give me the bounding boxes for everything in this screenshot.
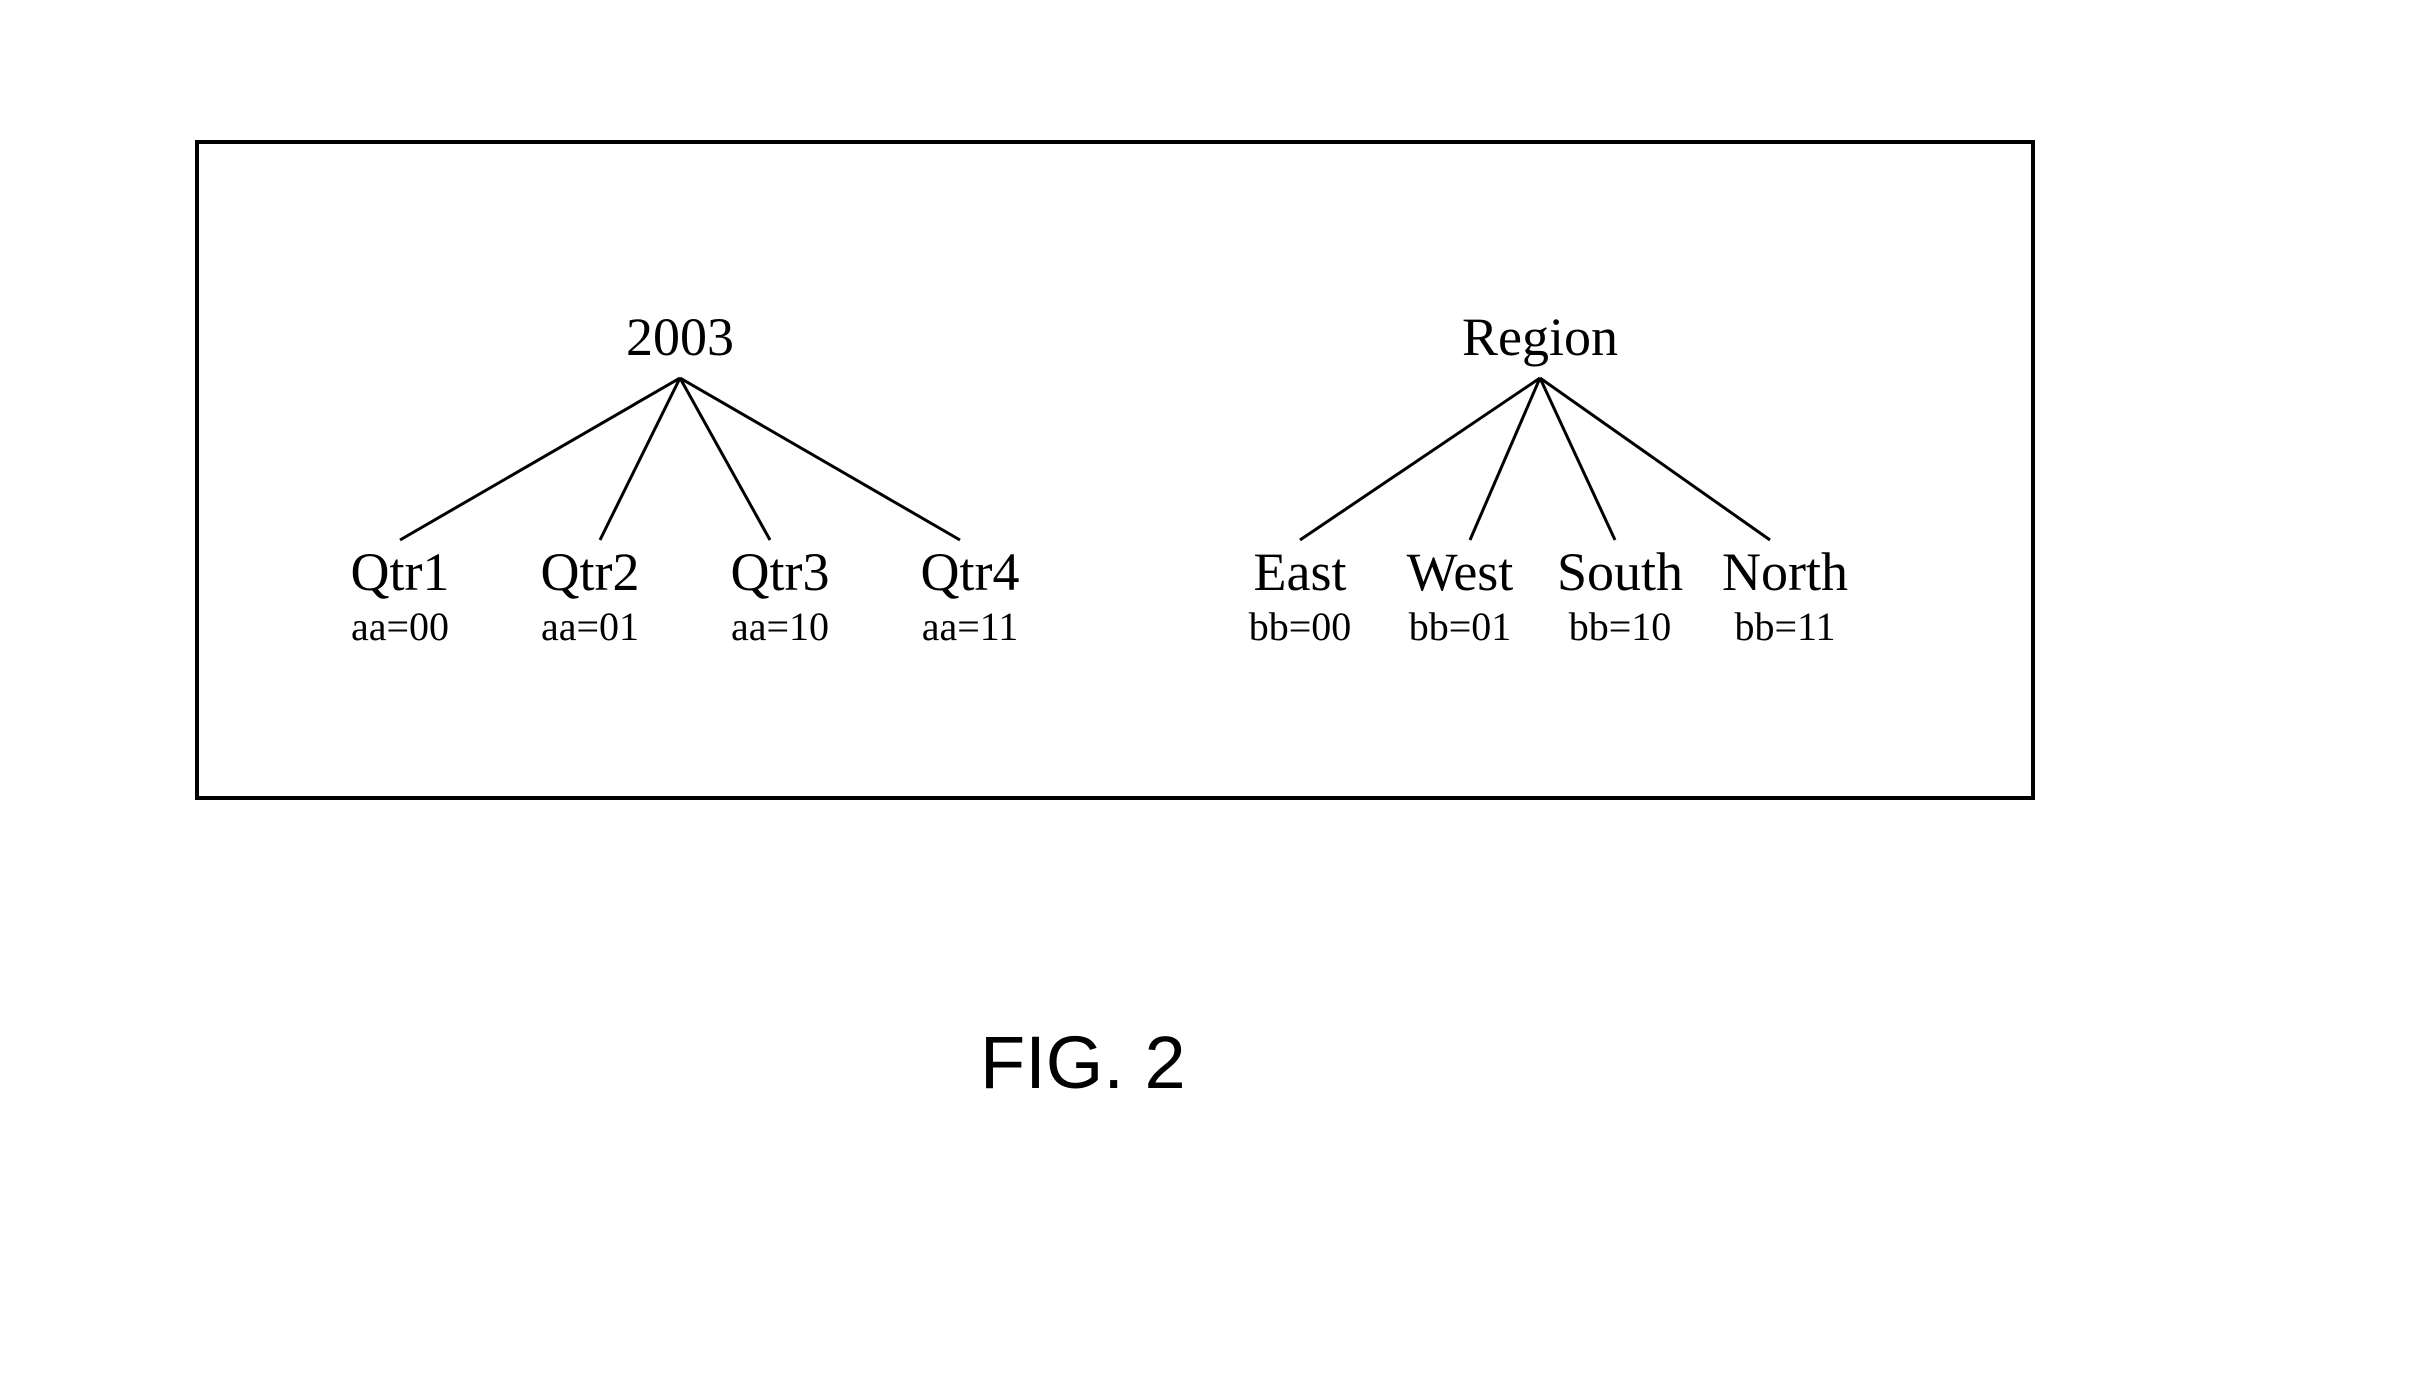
tree-leaf-code: aa=01 [541,604,639,649]
figure-caption: FIG. 2 [980,1020,1186,1105]
tree-leaf-label: Qtr4 [921,542,1020,602]
tree-root-label: Region [1462,307,1618,367]
tree-edge [1540,378,1615,540]
tree-edge [680,378,770,540]
tree-leaf-code: bb=00 [1249,604,1352,649]
tree-leaf-label: North [1722,542,1848,602]
tree-leaf-label: Qtr3 [731,542,830,602]
tree-leaf-label: South [1557,542,1683,602]
tree-edge [1540,378,1770,540]
tree-leaf-label: Qtr2 [541,542,640,602]
tree-leaf-code: bb=11 [1734,604,1835,649]
tree-edge [680,378,960,540]
tree-edge [400,378,680,540]
tree-diagram-svg: 2003 Qtr1aa=00 Qtr2aa=01 Qtr3aa=10 Qtr4aa=11… [0,0,2412,1387]
tree-leaf-code: aa=10 [731,604,829,649]
tree-leaf-code: bb=10 [1569,604,1672,649]
tree-leaf-label: East [1254,542,1347,602]
tree-root-label: 2003 [626,307,734,367]
tree-leaf-label: West [1407,542,1514,602]
tree-leaf-code: aa=00 [351,604,449,649]
tree-leaf-code: bb=01 [1409,604,1512,649]
tree-leaf-label: Qtr1 [351,542,450,602]
tree-leaf-code: aa=11 [922,604,1019,649]
